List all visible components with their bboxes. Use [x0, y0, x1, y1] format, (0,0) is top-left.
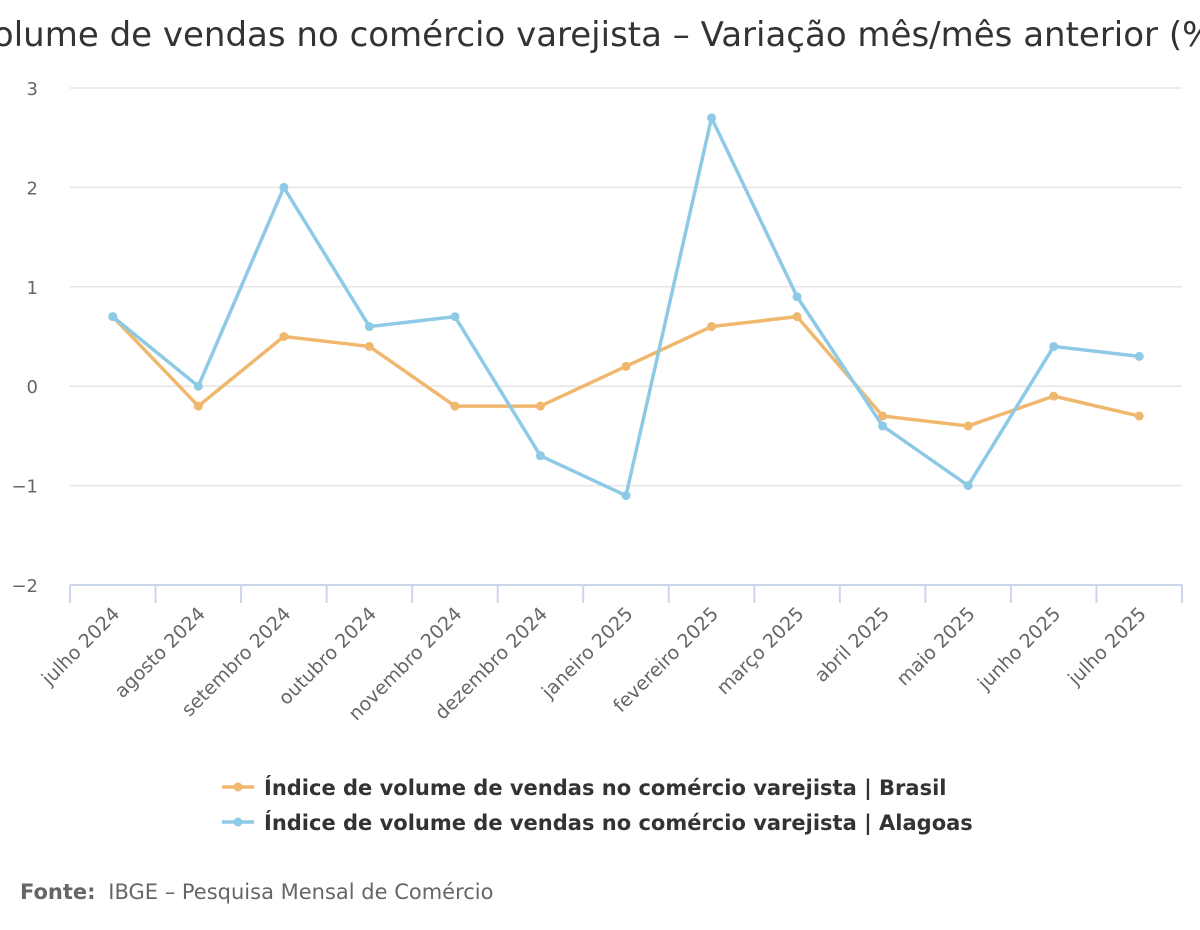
data-point[interactable] — [193, 401, 203, 411]
legend-label: Índice de volume de vendas no comércio v… — [264, 775, 946, 801]
data-point[interactable] — [450, 312, 460, 322]
series-1[interactable] — [108, 312, 1144, 431]
legend-label: Índice de volume de vendas no comércio v… — [264, 810, 973, 836]
legend-dot-marker — [233, 782, 243, 792]
data-point[interactable] — [963, 421, 973, 431]
data-point[interactable] — [707, 322, 717, 332]
data-point[interactable] — [1049, 341, 1059, 351]
data-point[interactable] — [364, 322, 374, 332]
data-point[interactable] — [279, 182, 289, 192]
grid-lines — [70, 87, 1182, 487]
data-point[interactable] — [1134, 351, 1144, 361]
x-tick-label: junho 2025 — [973, 603, 1065, 695]
data-point[interactable] — [450, 401, 460, 411]
data-point[interactable] — [1134, 411, 1144, 421]
data-point[interactable] — [878, 411, 888, 421]
y-tick-label: 0 — [27, 377, 38, 398]
source-note: Fonte: IBGE – Pesquisa Mensal de Comérci… — [20, 880, 494, 904]
data-point[interactable] — [1049, 391, 1059, 401]
data-point[interactable] — [792, 312, 802, 322]
series-line[interactable] — [111, 314, 1141, 428]
legend-item[interactable]: Índice de volume de vendas no comércio v… — [222, 810, 973, 836]
legend-item[interactable]: Índice de volume de vendas no comércio v… — [222, 775, 946, 801]
source-text: IBGE – Pesquisa Mensal de Comércio — [108, 880, 493, 904]
y-tick-label: 2 — [27, 178, 38, 199]
data-point[interactable] — [707, 113, 717, 123]
x-tick-label: março 2025 — [712, 603, 808, 699]
data-point[interactable] — [535, 401, 545, 411]
series-2[interactable] — [108, 113, 1144, 501]
y-tick-label: 3 — [27, 79, 38, 100]
series-lines — [108, 113, 1144, 501]
y-tick-label: −2 — [11, 576, 38, 597]
data-point[interactable] — [193, 381, 203, 391]
y-tick-label: −1 — [11, 477, 38, 498]
x-tick-label: julho 2025 — [1063, 603, 1150, 690]
x-tick-label: abril 2025 — [810, 603, 894, 687]
data-point[interactable] — [621, 361, 631, 371]
legend[interactable]: Índice de volume de vendas no comércio v… — [222, 775, 973, 836]
legend-dot-marker — [233, 817, 243, 827]
data-point[interactable] — [535, 451, 545, 461]
x-tick-label: julho 2024 — [37, 603, 124, 690]
y-axis: −2 −1 0 1 2 3 — [11, 79, 38, 597]
data-point[interactable] — [792, 292, 802, 302]
data-point[interactable] — [279, 332, 289, 341]
data-point[interactable] — [878, 421, 888, 431]
y-tick-label: 1 — [27, 278, 38, 299]
source-label: Fonte: — [20, 880, 96, 904]
data-point[interactable] — [963, 481, 973, 491]
data-point[interactable] — [621, 491, 631, 501]
data-point[interactable] — [108, 312, 118, 322]
x-tick-label: maio 2025 — [892, 603, 979, 690]
chart-title: Volume de vendas no comércio varejista –… — [0, 15, 1200, 55]
data-point[interactable] — [364, 341, 374, 351]
series-line[interactable] — [111, 116, 1141, 498]
